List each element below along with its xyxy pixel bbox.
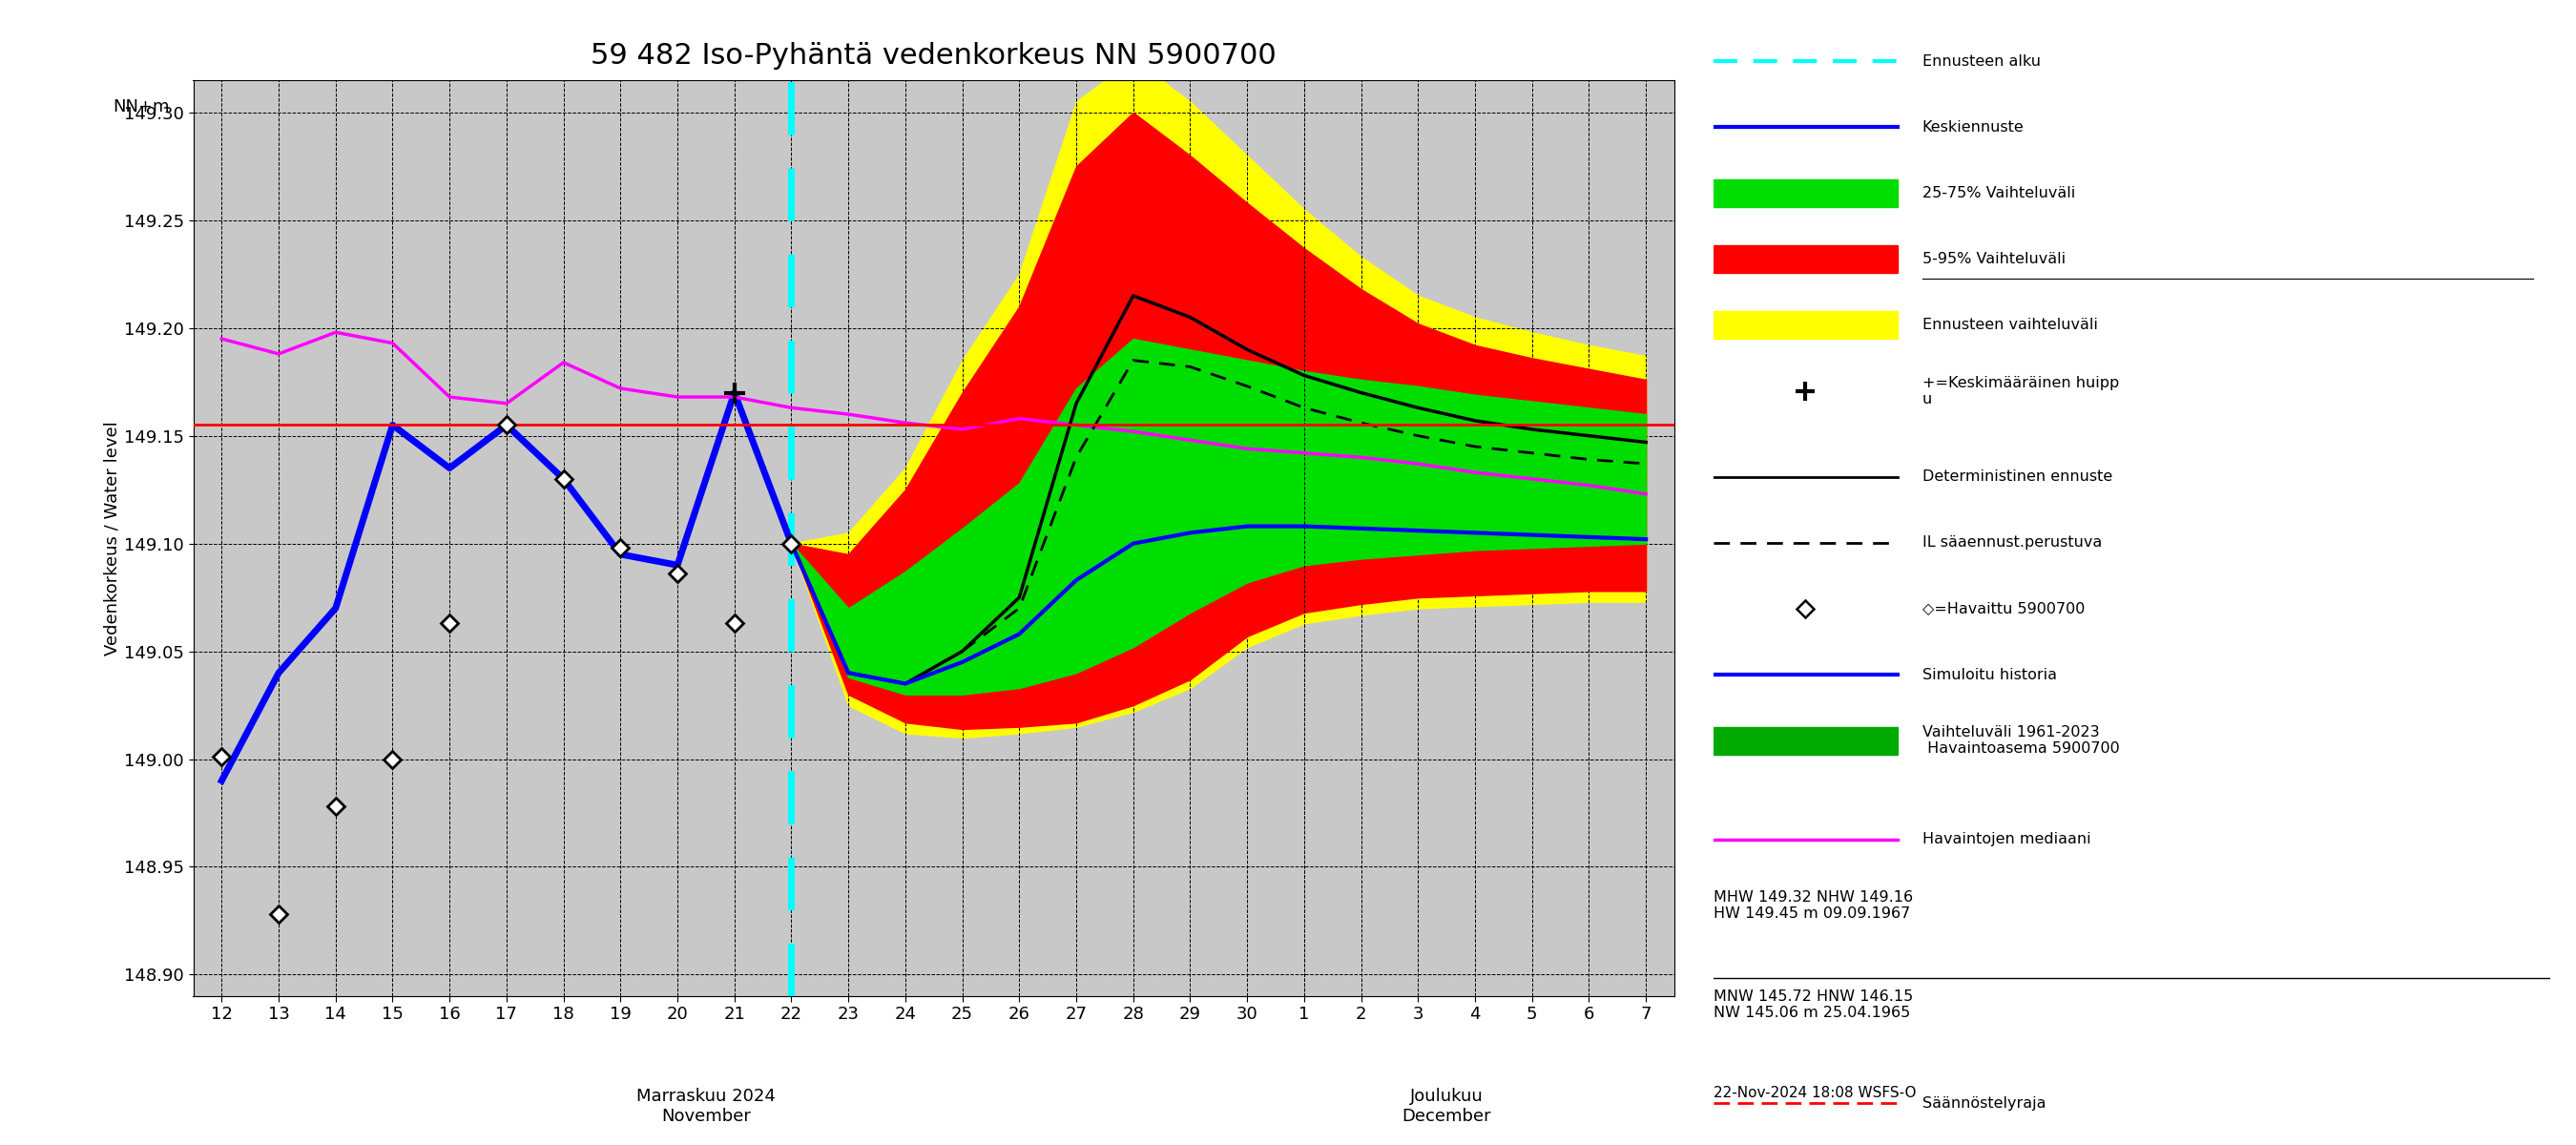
Bar	[1713, 311, 1896, 339]
Text: Havaintojen mediaani: Havaintojen mediaani	[1922, 832, 2092, 847]
Text: Ennusteen vaihteluväli: Ennusteen vaihteluväli	[1922, 318, 2097, 332]
Text: Säännöstelyraja: Säännöstelyraja	[1922, 1096, 2045, 1111]
Text: Joulukuu
December: Joulukuu December	[1401, 1088, 1492, 1124]
Text: ◇=Havaittu 5900700: ◇=Havaittu 5900700	[1922, 601, 2084, 616]
Text: IL säaennust.perustuva: IL säaennust.perustuva	[1922, 536, 2102, 550]
Text: 25-75% Vaihteluväli: 25-75% Vaihteluväli	[1922, 187, 2076, 200]
Text: MNW 145.72 HNW 146.15
NW 145.06 m 25.04.1965: MNW 145.72 HNW 146.15 NW 145.06 m 25.04.…	[1713, 989, 1911, 1020]
Text: Deterministinen ennuste: Deterministinen ennuste	[1922, 469, 2112, 484]
Text: Vaihteluväli 1961-2023
 Havaintoasema 5900700: Vaihteluväli 1961-2023 Havaintoasema 590…	[1922, 725, 2120, 756]
Bar	[1713, 180, 1896, 207]
Text: MHW 149.32 NHW 149.16
HW 149.45 m 09.09.1967: MHW 149.32 NHW 149.16 HW 149.45 m 09.09.…	[1713, 890, 1911, 921]
Text: Marraskuu 2024
November: Marraskuu 2024 November	[636, 1088, 775, 1124]
Text: 5-95% Vaihteluväli: 5-95% Vaihteluväli	[1922, 252, 2066, 267]
Text: Keskiennuste: Keskiennuste	[1922, 120, 2025, 134]
Text: Vedenkorkeus / Water level: Vedenkorkeus / Water level	[103, 421, 121, 655]
Text: Ennusteen alku: Ennusteen alku	[1922, 54, 2040, 69]
Text: Simuloitu historia: Simuloitu historia	[1922, 668, 2056, 682]
Text: NN+m: NN+m	[113, 98, 170, 116]
Bar	[1713, 245, 1896, 273]
Text: +=Keskimääräinen huipp
u: +=Keskimääräinen huipp u	[1922, 376, 2120, 406]
Text: 22-Nov-2024 18:08 WSFS-O: 22-Nov-2024 18:08 WSFS-O	[1713, 1085, 1917, 1100]
Title: 59 482 Iso-Pyhäntä vedenkorkeus NN 5900700: 59 482 Iso-Pyhäntä vedenkorkeus NN 59007…	[590, 42, 1278, 70]
Bar	[1713, 727, 1896, 755]
